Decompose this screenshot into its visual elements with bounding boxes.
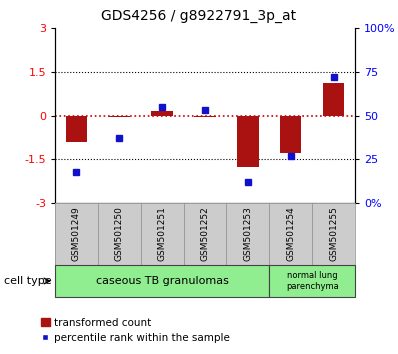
Bar <box>151 111 173 115</box>
Bar <box>280 115 301 153</box>
Bar <box>323 84 344 115</box>
Text: GSM501255: GSM501255 <box>329 206 338 261</box>
Bar <box>237 115 259 166</box>
Text: GSM501252: GSM501252 <box>201 206 209 261</box>
Text: normal lung
parenchyma: normal lung parenchyma <box>286 271 339 291</box>
Bar <box>66 115 87 142</box>
Text: GSM501253: GSM501253 <box>243 206 252 261</box>
Text: GSM501251: GSM501251 <box>158 206 167 261</box>
Bar <box>109 115 130 117</box>
Text: GDS4256 / g8922791_3p_at: GDS4256 / g8922791_3p_at <box>101 9 297 23</box>
Text: cell type: cell type <box>4 276 52 286</box>
Text: GSM501250: GSM501250 <box>115 206 124 261</box>
Legend: transformed count, percentile rank within the sample: transformed count, percentile rank withi… <box>37 314 234 347</box>
Text: GSM501249: GSM501249 <box>72 206 81 261</box>
Bar <box>55 265 269 297</box>
Text: GSM501254: GSM501254 <box>286 206 295 261</box>
Bar <box>194 115 216 117</box>
Text: caseous TB granulomas: caseous TB granulomas <box>96 276 228 286</box>
Bar <box>269 265 355 297</box>
